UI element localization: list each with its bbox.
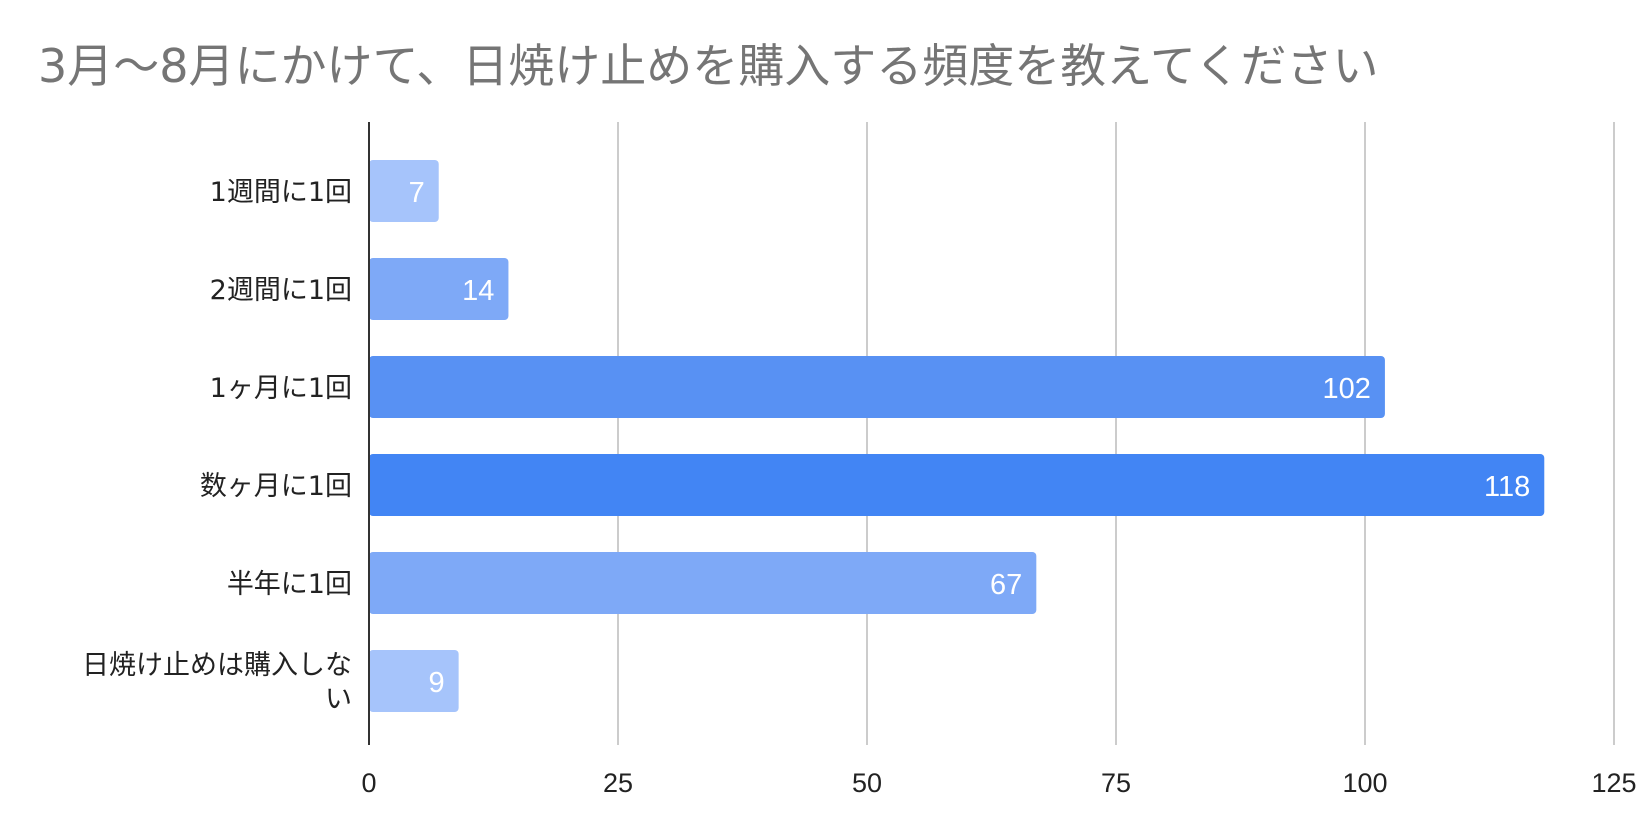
bar-5 [369,650,459,712]
category-label-5-0: 日焼け止めは購入しな [82,650,352,681]
bar-0 [369,160,439,222]
x-tick-label-100: 100 [1342,768,1387,798]
data-label-5: 9 [428,667,444,699]
bar-4 [369,552,1037,614]
category-label-5-1: い [325,684,352,715]
bar-3 [369,454,1545,516]
x-tick-label-25: 25 [603,768,633,798]
chart-title: 3月〜8月にかけて、日焼け止めを購入する頻度を教えてください [38,39,1379,93]
category-label-1: 2週間に1回 [210,275,352,306]
category-label-3: 数ヶ月に1回 [200,471,352,502]
x-tick-label-75: 75 [1101,768,1131,798]
bar-1 [369,258,509,320]
data-label-3: 118 [1484,471,1530,503]
bar-2 [369,356,1385,418]
x-tick-label-0: 0 [361,768,376,798]
category-label-0: 1週間に1回 [210,177,352,208]
data-label-0: 7 [409,177,425,209]
data-label-1: 14 [462,275,494,307]
x-tick-label-50: 50 [852,768,882,798]
data-label-2: 102 [1323,373,1371,405]
category-label-2: 1ヶ月に1回 [210,373,352,404]
category-label-4: 半年に1回 [227,569,352,600]
data-label-4: 67 [990,569,1022,601]
x-tick-label-125: 125 [1591,768,1636,798]
